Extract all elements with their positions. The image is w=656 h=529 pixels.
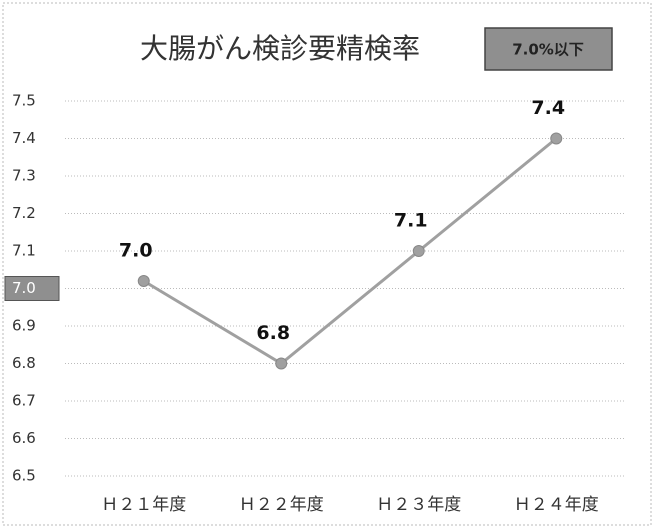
line <box>142 137 558 366</box>
y-tick-label: 7.0 <box>12 279 36 297</box>
y-tick-label: 6.9 <box>12 317 36 335</box>
x-tick-label: Ｈ２４年度 <box>514 495 599 515</box>
data-label: 7.1 <box>394 210 428 232</box>
data-label: 6.8 <box>256 322 290 344</box>
x-tick-label: Ｈ２１年度 <box>101 495 186 515</box>
y-tick-label: 6.6 <box>12 429 36 447</box>
highlight-tick-box <box>4 276 60 301</box>
data-label: 7.0 <box>119 240 153 262</box>
marker <box>412 245 425 257</box>
annotation: 7.0%以下 <box>512 41 584 59</box>
chart-title: 大腸がん検診要精検率 <box>140 32 420 65</box>
y-tick-label: 7.5 <box>12 92 36 110</box>
y-tick-label: 7.4 <box>12 129 36 147</box>
marker <box>550 132 563 145</box>
x-tick-label: Ｈ２３年度 <box>376 495 461 515</box>
marker <box>275 357 288 370</box>
data-label: 7.4 <box>531 97 565 119</box>
y-tick-label: 6.5 <box>12 467 36 485</box>
annotation-box <box>484 27 613 71</box>
y-tick-label: 7.1 <box>12 242 36 260</box>
y-tick-label: 7.3 <box>12 167 36 185</box>
y-tick-label: 6.7 <box>12 392 36 410</box>
marker <box>137 275 150 287</box>
y-tick-label: 7.2 <box>12 204 36 222</box>
y-tick-label: 6.8 <box>12 354 36 372</box>
x-tick-label: Ｈ２２年度 <box>239 495 324 515</box>
